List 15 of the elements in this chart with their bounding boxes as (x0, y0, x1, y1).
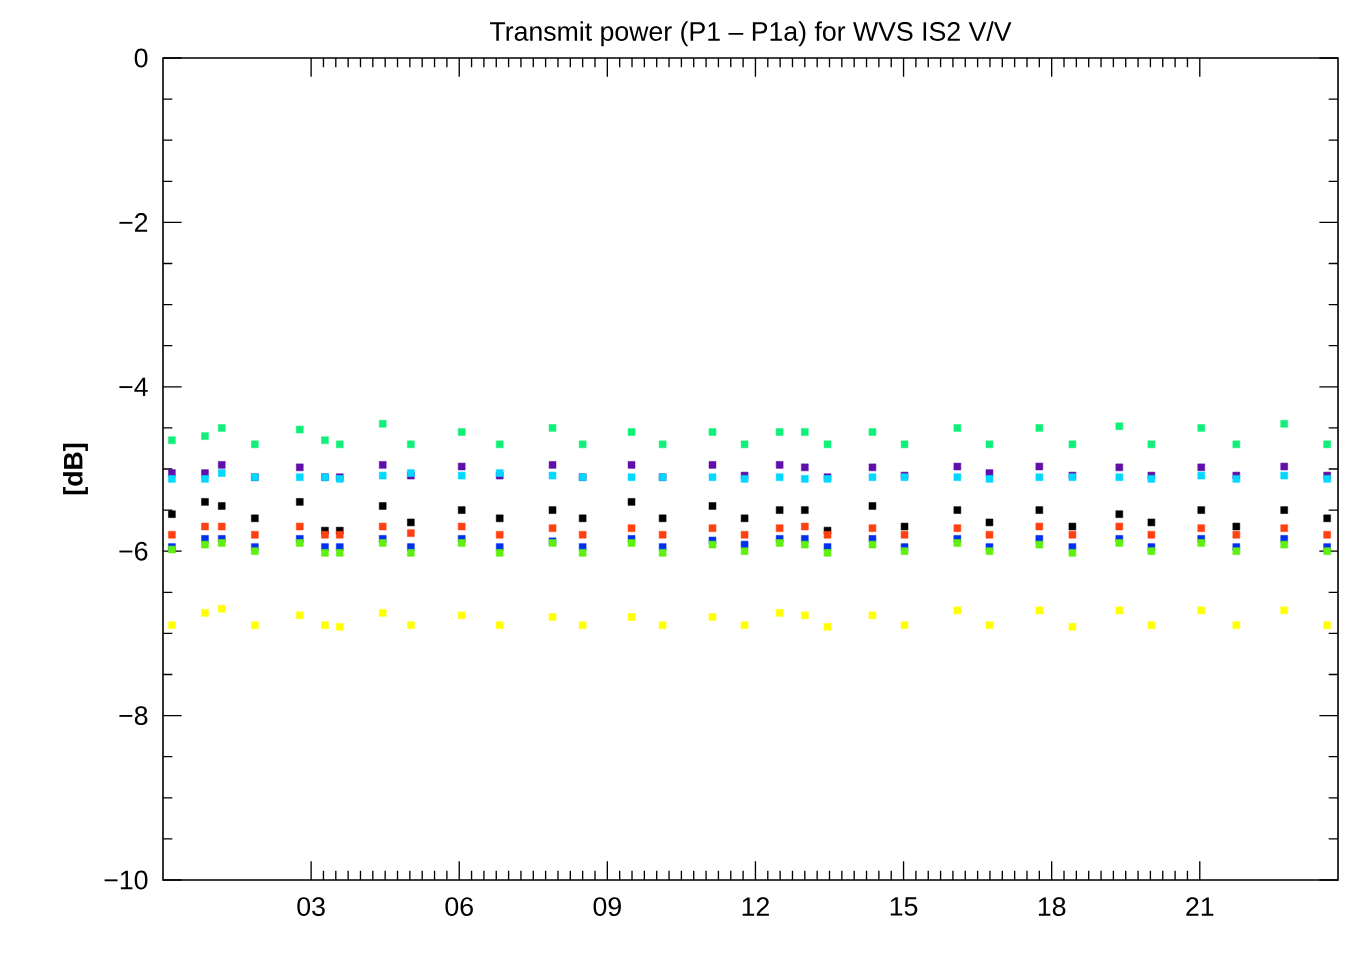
x-tick-label: 09 (593, 897, 621, 917)
y-tick-label: −10 (104, 870, 148, 890)
chart-title: Transmit power (P1 – P1a) for WVS IS2 V/V (490, 21, 1012, 47)
x-tick-label: 15 (890, 897, 918, 916)
y-tick-label: −6 (119, 541, 148, 561)
y-axis-title: [dB] (63, 443, 88, 495)
y-tick-label: −2 (119, 213, 148, 232)
x-tick-label: 12 (742, 897, 769, 916)
x-tick-label: 18 (1038, 897, 1066, 917)
x-tick-label: 03 (297, 897, 325, 917)
y-tick-label: −4 (119, 377, 148, 396)
x-tick-label: 06 (445, 897, 473, 917)
y-tick-label: 0 (134, 48, 148, 68)
y-tick-label: −8 (119, 706, 148, 726)
x-tick-label: 21 (1186, 897, 1214, 916)
